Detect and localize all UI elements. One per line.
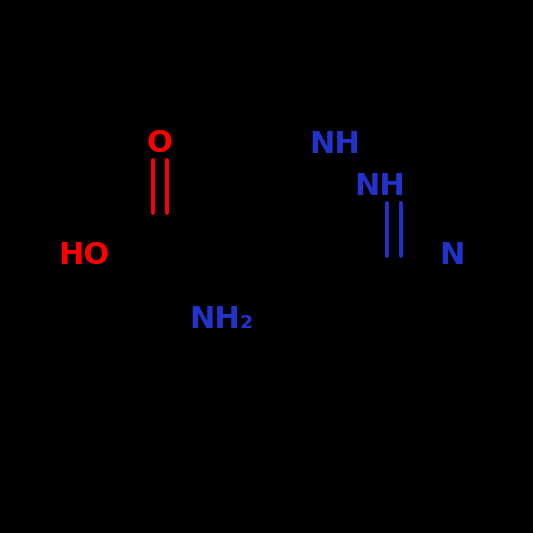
Text: O: O bbox=[147, 130, 173, 158]
Text: NH₂: NH₂ bbox=[189, 305, 253, 334]
Text: HO: HO bbox=[59, 241, 110, 270]
Text: NH: NH bbox=[354, 172, 405, 201]
Text: N: N bbox=[439, 241, 465, 270]
Text: NH: NH bbox=[309, 131, 360, 159]
